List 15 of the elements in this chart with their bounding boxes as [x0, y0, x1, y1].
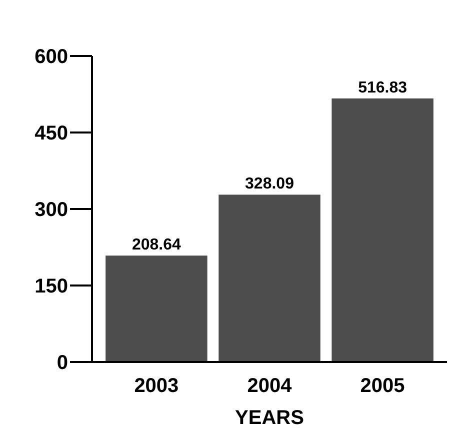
x-axis-title: YEARS: [235, 407, 304, 429]
y-tick-label: 450: [34, 122, 68, 144]
y-tick-label: 150: [34, 276, 68, 298]
data-label: 328.09: [245, 176, 294, 193]
data-label: 208.64: [132, 236, 182, 254]
y-tick-label: 300: [34, 199, 68, 221]
x-tick-label: 2003: [134, 375, 179, 397]
x-tick-label: 2004: [247, 375, 293, 397]
x-tick-label: 2005: [360, 375, 405, 397]
y-tick-label: 600: [34, 46, 68, 68]
bar: [106, 256, 208, 362]
data-label: 516.83: [358, 79, 408, 96]
bar: [218, 194, 320, 362]
bar: [332, 98, 434, 362]
y-tick-label: 0: [56, 352, 68, 374]
